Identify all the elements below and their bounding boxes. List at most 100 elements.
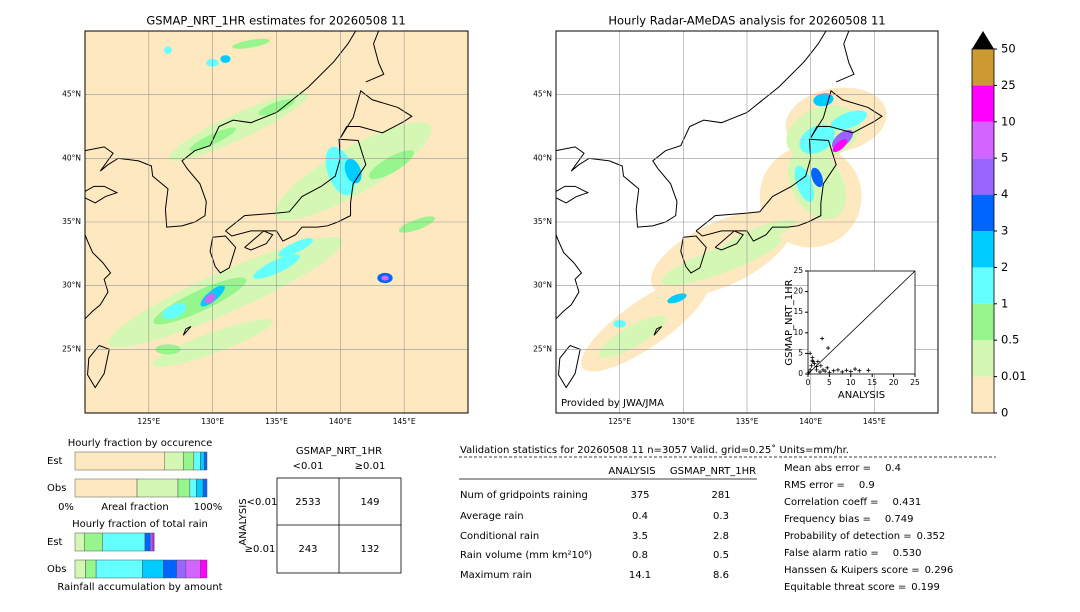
stat-value: 281	[711, 490, 730, 501]
coastline	[85, 31, 357, 228]
y-tick-label: 45°N	[533, 90, 552, 99]
stat-value: 3.5	[632, 531, 648, 542]
y-tick-label: 35°N	[62, 217, 81, 226]
axis-label: 0%	[58, 502, 74, 513]
fraction-segment	[177, 478, 191, 498]
diagonal	[807, 270, 916, 375]
score-value: 0.749	[885, 514, 914, 525]
x-tick-label: 5	[827, 378, 832, 387]
colorbar-segment	[972, 340, 994, 377]
coastline	[714, 230, 744, 251]
table-cell: 132	[360, 544, 379, 555]
scatter-point	[812, 361, 817, 366]
y-tick-label: 20	[793, 287, 803, 296]
fraction-segment	[193, 451, 201, 471]
coastline	[209, 235, 237, 274]
fraction-segment	[182, 451, 195, 471]
y-tick-label: 0	[798, 369, 803, 378]
right-map-title: Hourly Radar-AMeDAS analysis for 2026050…	[608, 14, 885, 28]
coastline	[835, 31, 855, 83]
stat-value: 14.1	[629, 570, 651, 581]
y-tick-label: 10	[793, 328, 803, 337]
coastline	[225, 138, 367, 242]
scatter-point	[814, 364, 819, 369]
scatter-point	[817, 369, 822, 374]
scatter-point	[808, 351, 813, 356]
y-tick-label: 25°N	[62, 344, 81, 353]
fraction-segment	[102, 532, 146, 552]
score-value: 0.352	[917, 531, 946, 542]
score-value: 0.431	[893, 497, 922, 508]
scatter-point	[857, 368, 862, 373]
scatter-point	[820, 367, 825, 372]
coastline	[85, 234, 112, 320]
x-tick-label: 15	[867, 378, 877, 387]
scatter-point	[810, 358, 815, 363]
y-tick-label: 40°N	[62, 153, 81, 162]
score-label: Equitable threat score =	[784, 582, 906, 593]
coastline	[556, 234, 583, 320]
rain-area	[162, 303, 187, 320]
column-label: ANALYSIS	[608, 466, 655, 477]
fraction-segment	[85, 559, 97, 579]
coastline	[556, 185, 590, 204]
fraction-segment	[142, 559, 164, 579]
row-label: Obs	[47, 483, 66, 494]
y-tick-label: 30°N	[62, 281, 81, 290]
table-cell: 149	[360, 497, 379, 508]
score-label: False alarm ratio =	[784, 548, 879, 559]
coastline	[339, 89, 413, 139]
row-label: Obs	[47, 564, 66, 575]
x-tick-label: 130°E	[672, 417, 695, 426]
stat-value: 8.6	[713, 570, 729, 581]
y-tick-label: 5	[798, 348, 803, 357]
scatter-point	[853, 367, 858, 372]
credit: Provided by JWA/JMA	[561, 398, 664, 409]
rain-area	[832, 139, 848, 153]
fraction-segment	[83, 532, 103, 552]
coastline	[556, 31, 827, 228]
scatter-point	[844, 368, 849, 373]
y-tick-label: 35°N	[533, 217, 552, 226]
panel-title: Hourly fraction by occurence	[68, 438, 212, 449]
fraction-segment	[202, 478, 208, 498]
rain-area	[368, 150, 414, 180]
stat-label: Num of gridpoints raining	[460, 490, 588, 501]
coastline	[653, 325, 663, 336]
rain-area	[811, 167, 823, 188]
scatter-point	[840, 369, 845, 374]
y-tick-label: 25°N	[533, 344, 552, 353]
x-tick-label: 20	[889, 378, 899, 387]
map-frame	[84, 30, 469, 414]
x-tick-label: 125°E	[137, 417, 160, 426]
colorbar-segment	[972, 376, 994, 413]
fraction-segment	[152, 532, 155, 552]
stat-label: Conditional rain	[460, 531, 539, 542]
colorbar-label: 10	[1001, 114, 1016, 128]
y-tick-label: 40°N	[533, 153, 552, 162]
fraction-segment	[200, 451, 205, 471]
scatter-point	[820, 336, 825, 341]
coastline	[680, 235, 707, 274]
rain-area	[381, 275, 389, 281]
stat-value: 0.4	[632, 511, 648, 522]
x-tick-label: 130°E	[201, 417, 224, 426]
x-tick-label: 145°E	[393, 417, 416, 426]
fraction-segment	[200, 559, 208, 579]
stat-value: 0.3	[713, 511, 729, 522]
coastline	[695, 138, 837, 242]
x-axis-label: ANALYSIS	[838, 390, 885, 401]
map	[85, 31, 468, 413]
fraction-segment	[164, 451, 184, 471]
score-label: Probability of detection =	[784, 531, 912, 542]
colorbar-segment	[972, 85, 994, 122]
rain-area	[398, 216, 436, 233]
scatter-point	[818, 363, 823, 368]
colorbar-segment	[972, 231, 994, 268]
fraction-segment	[144, 532, 151, 552]
row-label: Est	[47, 456, 63, 467]
x-tick-label: 135°E	[265, 417, 288, 426]
axis-label: 100%	[194, 502, 223, 513]
colorbar-extend	[972, 31, 994, 49]
